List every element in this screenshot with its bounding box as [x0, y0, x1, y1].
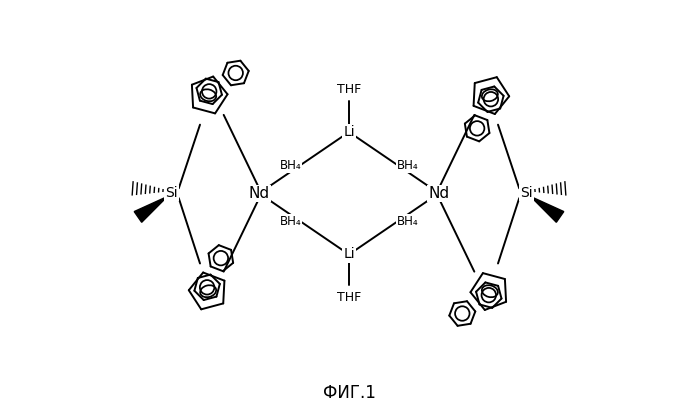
- Text: BH₄: BH₄: [397, 215, 419, 228]
- Text: Nd: Nd: [429, 186, 450, 201]
- Text: THF: THF: [337, 291, 361, 304]
- Polygon shape: [134, 196, 168, 222]
- Text: ФИГ.1: ФИГ.1: [322, 384, 376, 402]
- Text: BH₄: BH₄: [279, 159, 301, 172]
- Text: Li: Li: [343, 125, 355, 139]
- Text: Nd: Nd: [248, 186, 269, 201]
- Text: Li: Li: [343, 247, 355, 261]
- Text: Si: Si: [520, 186, 533, 200]
- Polygon shape: [530, 196, 564, 222]
- Text: BH₄: BH₄: [397, 159, 419, 172]
- Text: THF: THF: [337, 83, 361, 96]
- Text: BH₄: BH₄: [279, 215, 301, 228]
- Text: Si: Si: [165, 186, 178, 200]
